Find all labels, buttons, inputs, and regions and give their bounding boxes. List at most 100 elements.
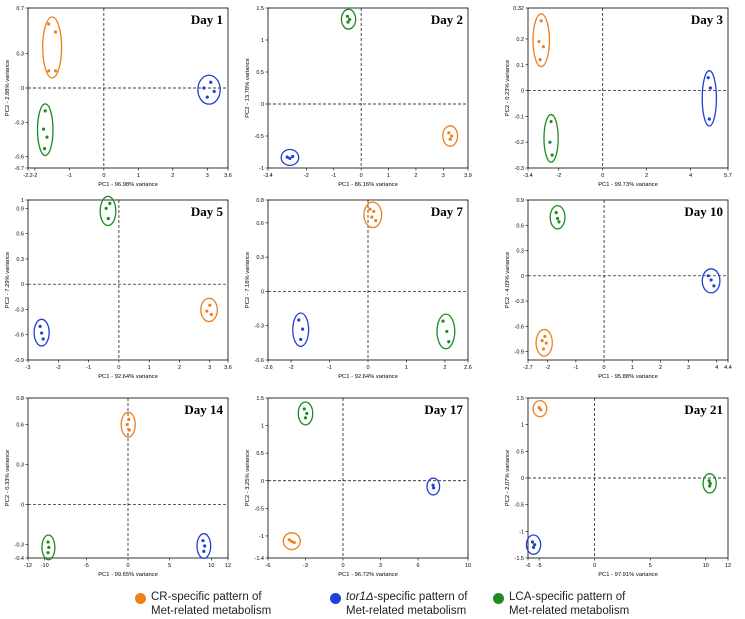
x-tick-label: 1 (148, 365, 151, 371)
x-tick-label: 3.6 (224, 365, 232, 371)
x-tick-label: 5 (168, 563, 171, 569)
data-point-lca (45, 135, 49, 139)
chart-panel-day: -3.4 -2 0 2 4 5.7 0.32 0.2 0.1 0 -0.1 -0.2 -0.3 PC1 -… (505, 6, 732, 188)
x-tick-label: -1 (573, 365, 578, 371)
data-point-cr (447, 131, 451, 135)
x-tick-label: -2 (556, 173, 561, 179)
data-point-cr (541, 347, 546, 351)
data-point-tor1 (212, 89, 216, 94)
chart-title: Day 14 (184, 402, 223, 417)
y-tick-label: 0.9 (516, 198, 524, 204)
plot-frame (267, 7, 469, 169)
data-point-cr (209, 312, 213, 317)
cluster-ellipse-lca (99, 195, 117, 227)
legend-cr-line2: Met-related metabolism (151, 605, 272, 617)
data-point-tor1 (301, 327, 305, 331)
x-tick-label: 3 (379, 563, 382, 569)
x-tick-label: 1 (631, 365, 634, 371)
chart-title: Day 2 (431, 12, 463, 27)
legend-cr-marker-icon (135, 593, 146, 604)
x-tick-label: 0 (102, 173, 105, 179)
x-tick-label: -1 (331, 173, 336, 179)
x-tick-label: 0 (603, 365, 606, 371)
data-point-lca (303, 416, 308, 420)
cluster-ellipse-lca (41, 534, 56, 561)
y-tick-label: -0.3 (515, 299, 524, 305)
chart-panel-day: -2.2 -2 -1 0 1 2 3 3.6 0.7 0.3 0 -0.3 -0.6 -0.7 PC1 - … (5, 6, 232, 188)
x-tick-label: -1 (86, 365, 91, 371)
cluster-ellipse-cr (532, 399, 548, 418)
chart-title: Day 7 (431, 204, 464, 219)
y-tick-label: 0.1 (516, 63, 524, 69)
y-tick-label: -0.7 (15, 166, 24, 172)
y-tick-label: 0.3 (16, 52, 24, 58)
y-tick-label: -1 (259, 534, 264, 540)
x-tick-label: 2 (659, 365, 662, 371)
y-axis-label: PC2 - 0.33% variance (5, 450, 11, 506)
y-axis-label: PC2 - 7.18% variance (245, 252, 251, 308)
data-point-tor1 (288, 156, 292, 160)
cluster-ellipse-lca (543, 113, 559, 163)
y-tick-label: 0 (521, 476, 524, 482)
y-axis-label: PC2 - 7.29% variance (5, 252, 11, 308)
cluster-ellipse-tor1 (701, 70, 718, 127)
data-point-cr (292, 540, 296, 545)
x-tick-label: -2 (289, 365, 294, 371)
chart-title: Day 21 (684, 402, 723, 417)
data-point-tor1 (431, 483, 435, 487)
y-axis-label: PC2 - 0.23% variance (505, 60, 511, 116)
chart-panel-day: -2.6 -2 -1 0 1 2 2.6 0.8 0.6 0.3 0 -0.3 -0.6 PC1 - 92… (245, 198, 472, 380)
x-axis-label: PC1 - 86.16% variance (338, 182, 398, 188)
data-point-cr (127, 428, 131, 432)
x-tick-label: 12 (225, 563, 231, 569)
data-point-tor1 (709, 278, 713, 282)
y-tick-label: 0.6 (516, 223, 524, 229)
y-tick-label: 0.32 (513, 6, 524, 12)
x-tick-label: 12 (725, 563, 731, 569)
data-point-lca (548, 140, 552, 144)
data-point-lca (305, 411, 309, 416)
x-axis-label: PC1 - 92.64% variance (98, 374, 158, 380)
data-point-lca (554, 211, 558, 215)
data-point-cr (125, 423, 129, 427)
x-tick-label: -2 (56, 365, 61, 371)
x-axis-label: PC1 - 99.65% variance (98, 572, 158, 578)
y-axis-label: PC2 - 13.78% variance (245, 58, 251, 118)
y-tick-label: -0.9 (15, 358, 24, 364)
cluster-ellipse-tor1 (701, 268, 721, 294)
x-tick-label: 0 (126, 563, 129, 569)
y-axis-label: PC2 - 2.88% variance (5, 60, 11, 116)
y-tick-label: -0.1 (515, 114, 524, 120)
x-tick-label: 3 (208, 365, 211, 371)
cluster-ellipse-tor1 (196, 533, 212, 559)
x-tick-label: 3.9 (464, 173, 472, 179)
plot-frame (267, 397, 469, 559)
data-point-tor1 (38, 324, 42, 328)
data-point-lca (445, 329, 449, 334)
x-tick-label: -6 (526, 563, 531, 569)
data-point-cr (539, 19, 543, 23)
x-tick-label: 0 (341, 563, 344, 569)
data-point-lca (302, 407, 306, 411)
y-tick-label: 1 (261, 38, 264, 44)
y-tick-label: 0.2 (516, 37, 524, 43)
legend-tor1-marker-icon (330, 593, 341, 604)
data-point-tor1 (202, 86, 206, 90)
cluster-ellipse-cr (200, 297, 218, 323)
y-tick-label: -1 (519, 529, 524, 535)
y-tick-label: -0.6 (15, 155, 24, 161)
cluster-ellipse-lca (36, 103, 54, 157)
plot-frame (527, 7, 729, 169)
data-point-tor1 (432, 486, 436, 490)
cluster-ellipse-cr (532, 13, 551, 68)
chart-panel-day: -3 -2 -1 0 1 2 3 3.6 1 0.9 0.6 0.3 0 -0.3 -0.6 -0.9 PC1 … (5, 195, 232, 380)
data-point-lca (447, 340, 451, 344)
data-point-lca (108, 201, 112, 205)
x-tick-label: -2.6 (263, 365, 272, 371)
cluster-ellipse-cr (120, 411, 136, 438)
data-point-lca (557, 220, 561, 224)
x-tick-label: -1 (327, 365, 332, 371)
y-tick-label: -0.3 (15, 543, 24, 549)
y-axis-label: PC2 - 2.07% variance (505, 450, 511, 506)
cluster-ellipse-lca (436, 313, 456, 350)
